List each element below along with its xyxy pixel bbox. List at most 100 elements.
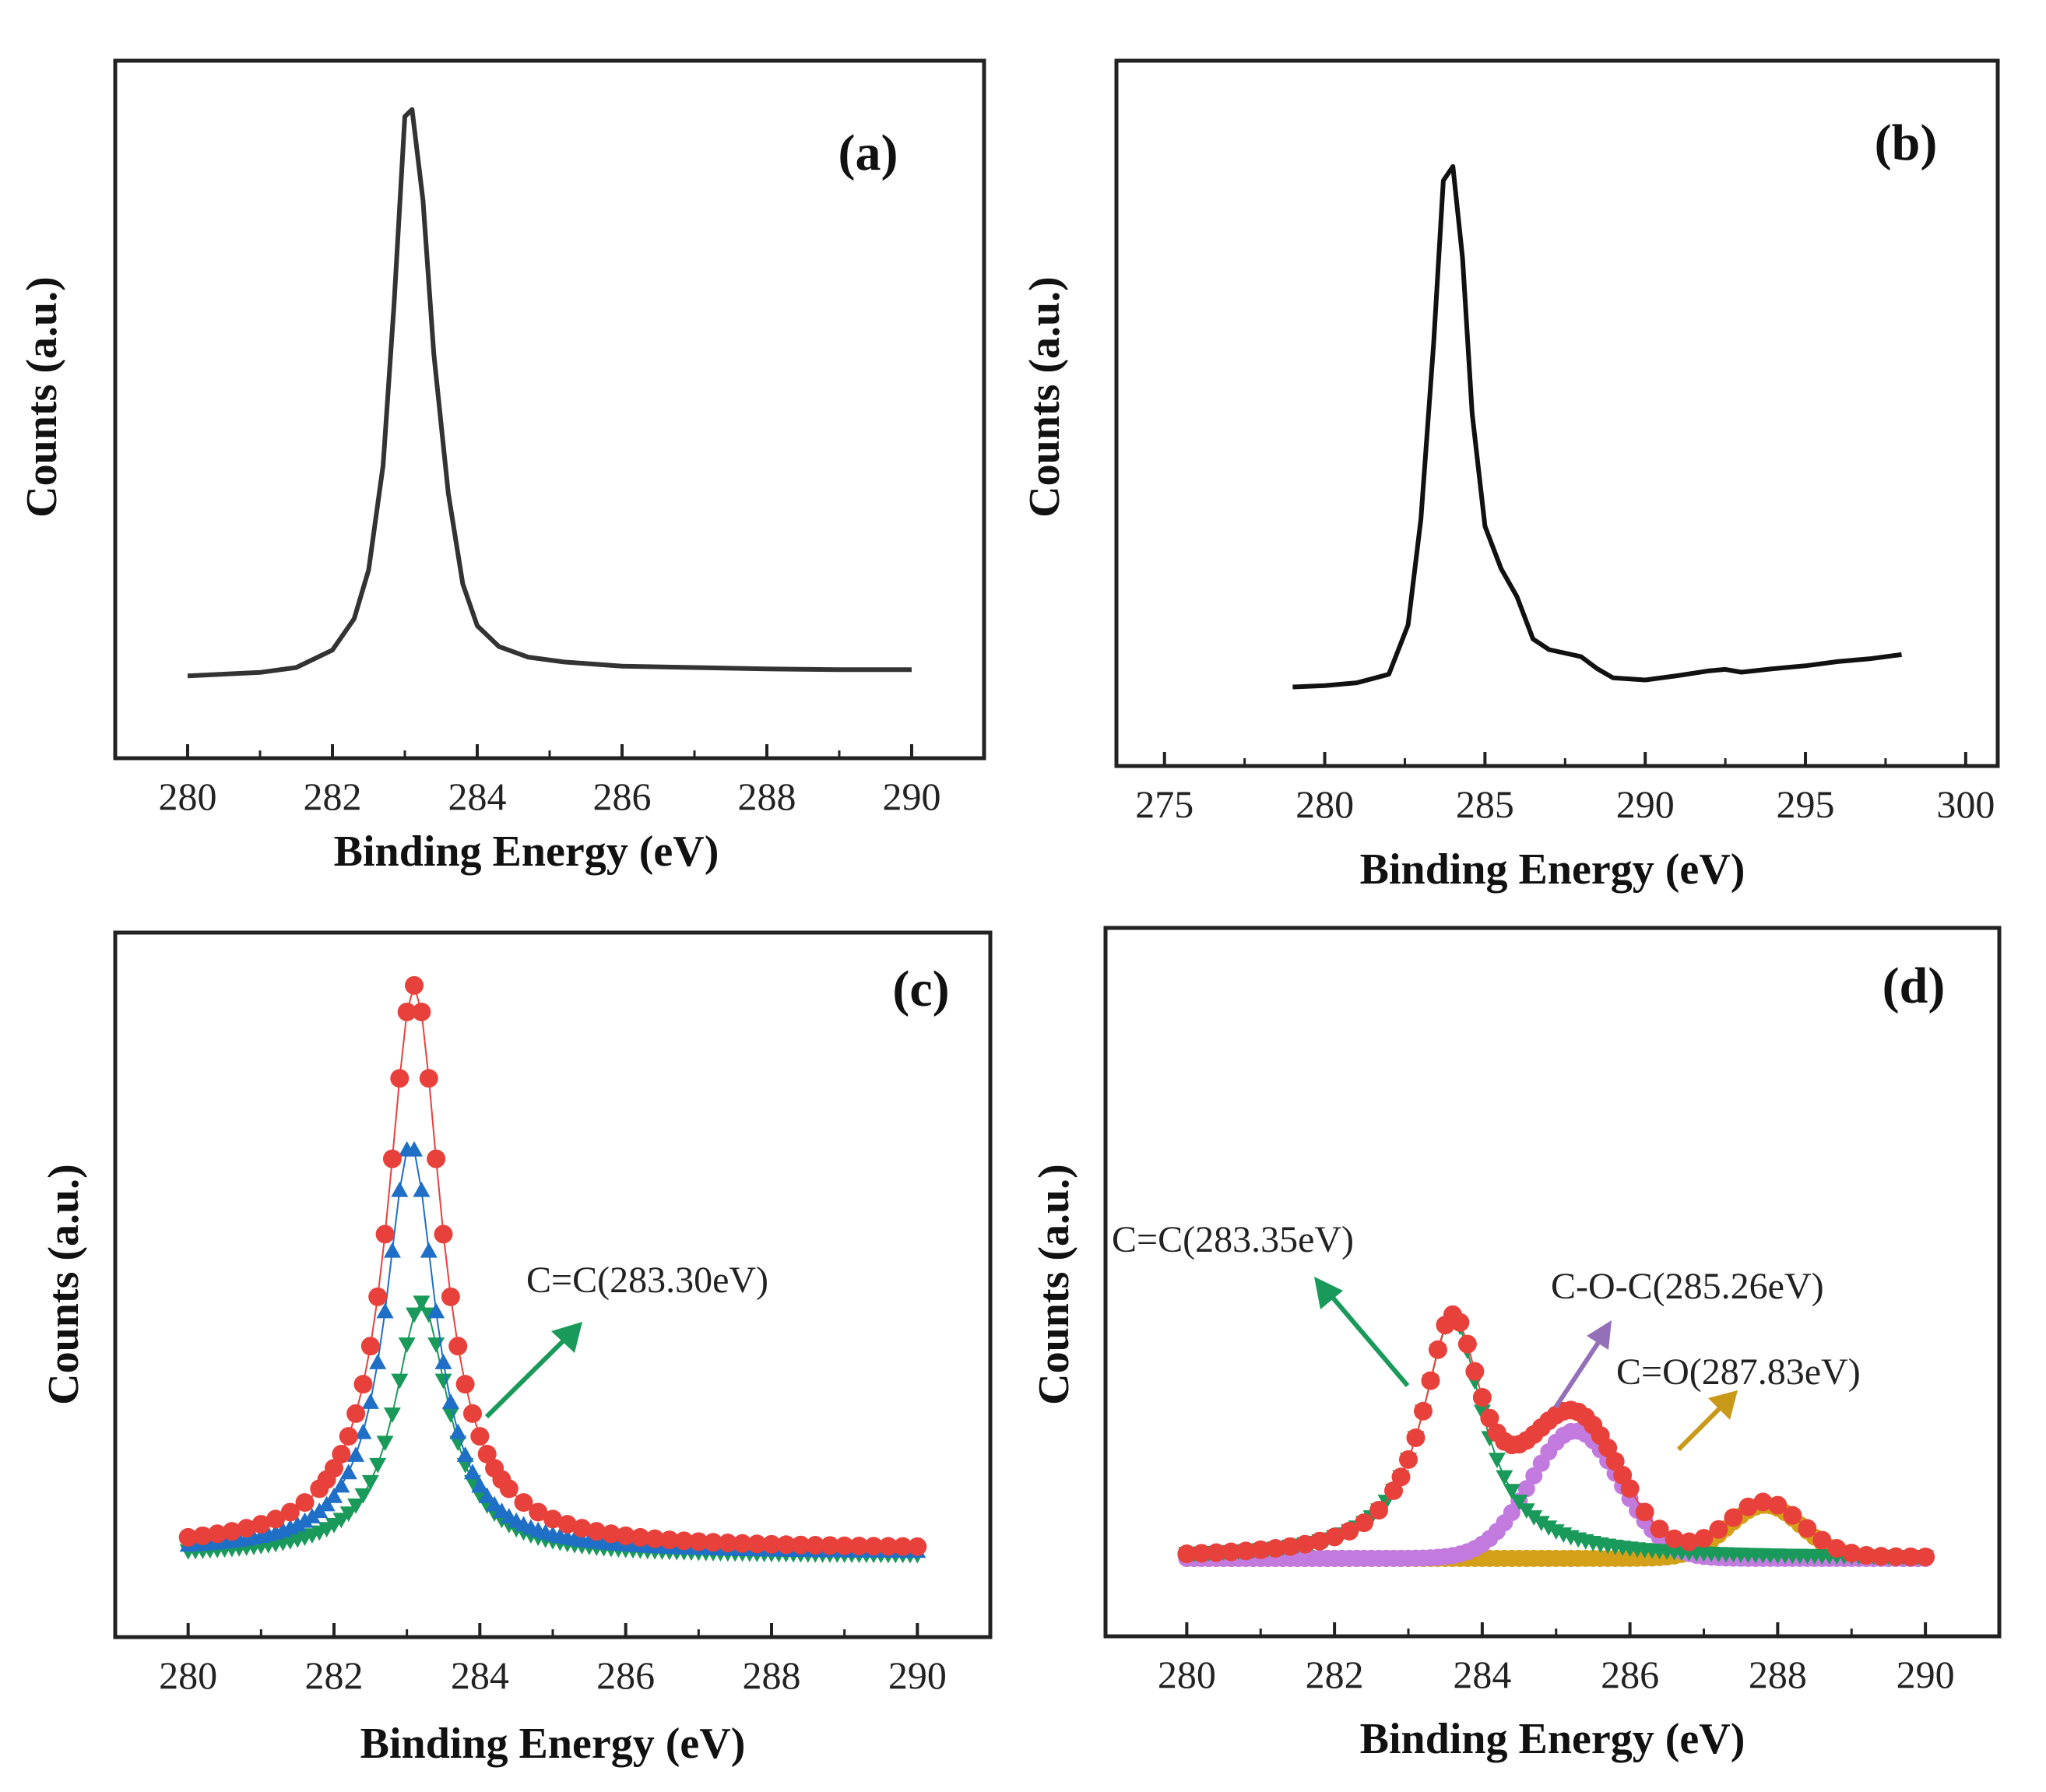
series-line bbox=[1292, 163, 1902, 690]
annotation-c-c: C=C(283.30eV) bbox=[526, 1260, 768, 1301]
data-point-component-blue bbox=[406, 1140, 424, 1157]
data-point-envelope bbox=[1457, 1334, 1477, 1354]
data-point-envelope bbox=[1450, 1312, 1470, 1332]
data-point-envelope bbox=[1465, 1362, 1485, 1381]
annotation-c-c: C=C(283.35eV) bbox=[1112, 1219, 1354, 1260]
data-point-envelope bbox=[1827, 1539, 1847, 1558]
data-point-component-blue bbox=[361, 1393, 379, 1409]
data-point-envelope bbox=[448, 1337, 468, 1356]
data-point-envelope bbox=[470, 1427, 490, 1446]
x-axis-title: Binding Energy (eV) bbox=[1360, 845, 1745, 894]
annotation-arrow bbox=[484, 1322, 582, 1419]
data-point-envelope bbox=[1768, 1495, 1788, 1515]
data-point-envelope bbox=[1413, 1401, 1433, 1421]
data-point-envelope bbox=[382, 1149, 402, 1168]
plot-frame bbox=[1114, 58, 2000, 768]
data-point-envelope bbox=[1266, 1539, 1285, 1558]
data-point-envelope bbox=[733, 1534, 752, 1553]
x-tick-label: 280 bbox=[1158, 1653, 1216, 1696]
data-point-c-c bbox=[361, 1474, 379, 1491]
data-point-envelope bbox=[1842, 1544, 1861, 1563]
x-axis-title: Binding Energy (eV) bbox=[360, 1720, 746, 1768]
x-tick-label: 300 bbox=[1936, 782, 1995, 826]
data-point-envelope bbox=[849, 1536, 869, 1555]
data-point-envelope bbox=[1251, 1540, 1271, 1559]
data-point-component-blue bbox=[296, 1512, 314, 1528]
panel-label: (b) bbox=[1875, 114, 1938, 171]
x-tick-label: 284 bbox=[1453, 1653, 1511, 1696]
y-axis-title: Counts (a.u.) bbox=[1021, 276, 1069, 518]
data-point-c-c bbox=[383, 1407, 401, 1423]
data-point-envelope bbox=[1901, 1547, 1921, 1566]
data-point-envelope bbox=[434, 1225, 453, 1244]
data-point-envelope bbox=[1605, 1452, 1625, 1471]
data-point-component-blue bbox=[354, 1423, 372, 1439]
data-point-component-blue bbox=[391, 1181, 409, 1197]
data-point-envelope bbox=[441, 1287, 460, 1306]
data-point-envelope bbox=[1679, 1532, 1699, 1551]
data-point-envelope bbox=[689, 1532, 708, 1551]
data-point-envelope bbox=[368, 1287, 388, 1306]
x-tick-label: 288 bbox=[1749, 1653, 1807, 1696]
data-point-c-c bbox=[1488, 1453, 1506, 1469]
data-point-envelope bbox=[332, 1444, 351, 1463]
data-point-component-blue bbox=[463, 1463, 481, 1480]
data-point-envelope bbox=[674, 1531, 694, 1551]
data-point-envelope bbox=[1872, 1547, 1891, 1566]
x-tick-label: 295 bbox=[1777, 782, 1835, 826]
data-point-envelope bbox=[1310, 1531, 1330, 1551]
data-point-envelope bbox=[280, 1502, 300, 1522]
data-point-envelope bbox=[1295, 1534, 1315, 1554]
annotation-arrow-c-o bbox=[1676, 1390, 1738, 1452]
data-point-envelope bbox=[339, 1427, 358, 1446]
x-tick-label: 284 bbox=[448, 775, 507, 818]
annotation-arrow-c-o-c bbox=[1553, 1320, 1612, 1409]
data-point-envelope bbox=[477, 1444, 497, 1463]
data-point-c-c bbox=[413, 1295, 431, 1312]
data-point-envelope bbox=[1886, 1547, 1906, 1566]
data-point-c-c bbox=[332, 1513, 350, 1529]
data-point-component-blue bbox=[449, 1423, 467, 1439]
data-point-envelope bbox=[1177, 1544, 1197, 1564]
data-point-envelope bbox=[587, 1522, 606, 1541]
data-point-c-c bbox=[449, 1435, 467, 1452]
x-tick-label: 280 bbox=[159, 775, 217, 818]
data-point-c-c bbox=[434, 1373, 452, 1390]
data-point-envelope bbox=[1369, 1501, 1389, 1520]
data-point-component-blue bbox=[347, 1446, 365, 1462]
data-point-envelope bbox=[893, 1537, 912, 1556]
data-point-envelope bbox=[1709, 1520, 1728, 1539]
y-axis-title: Counts (a.u.) bbox=[18, 276, 66, 518]
data-point-envelope bbox=[1620, 1479, 1640, 1499]
data-point-c-c bbox=[1496, 1470, 1513, 1486]
data-point-envelope bbox=[375, 1225, 395, 1244]
data-point-c-c bbox=[339, 1506, 357, 1523]
data-point-envelope bbox=[1281, 1537, 1300, 1556]
data-point-c-c bbox=[406, 1307, 424, 1323]
data-point-envelope bbox=[499, 1479, 519, 1499]
data-point-envelope bbox=[1635, 1502, 1654, 1522]
data-point-envelope bbox=[1812, 1530, 1832, 1550]
x-tick-label: 282 bbox=[305, 1653, 364, 1697]
x-tick-label: 282 bbox=[1306, 1653, 1364, 1696]
data-point-c-c bbox=[398, 1337, 416, 1353]
data-point-envelope bbox=[557, 1515, 577, 1534]
x-tick-label: 286 bbox=[1601, 1653, 1659, 1696]
data-point-c-c bbox=[1532, 1516, 1550, 1532]
data-point-envelope bbox=[1480, 1408, 1499, 1428]
data-point-envelope bbox=[1665, 1529, 1684, 1548]
data-point-envelope bbox=[346, 1404, 366, 1423]
data-point-envelope bbox=[208, 1524, 227, 1544]
data-point-envelope bbox=[616, 1526, 635, 1545]
series-line bbox=[187, 107, 912, 679]
data-point-c-c bbox=[369, 1457, 387, 1474]
data-point-component-blue bbox=[325, 1488, 343, 1503]
data-point-envelope bbox=[266, 1509, 286, 1529]
data-point-envelope bbox=[1391, 1467, 1411, 1487]
data-point-envelope bbox=[776, 1535, 796, 1555]
x-axis-title: Binding Energy (eV) bbox=[334, 827, 719, 876]
data-point-c-c bbox=[391, 1373, 409, 1390]
data-point-component-blue bbox=[339, 1463, 357, 1480]
x-tick-label: 275 bbox=[1135, 782, 1194, 826]
data-point-c-c bbox=[1503, 1484, 1520, 1499]
